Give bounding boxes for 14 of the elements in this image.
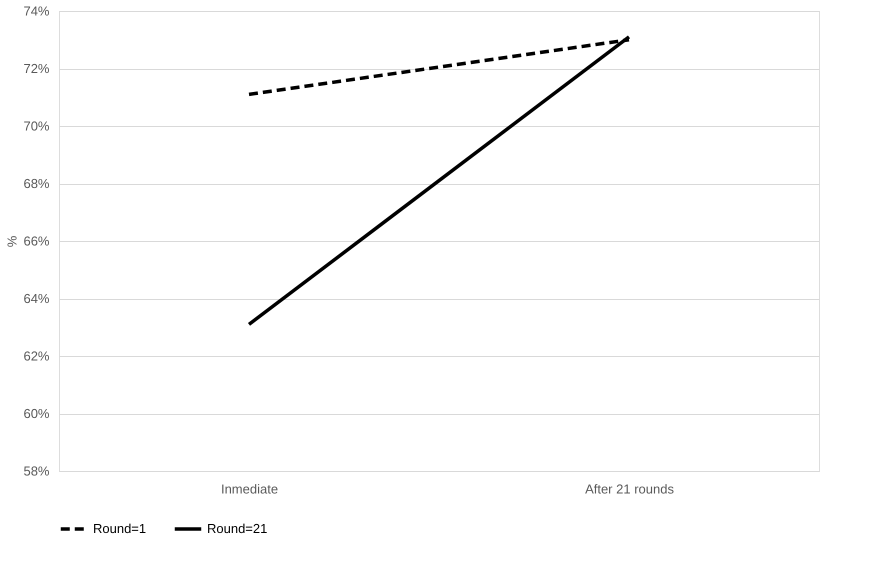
y-tick-label: 70% <box>23 118 50 134</box>
y-tick-label: 58% <box>23 464 50 478</box>
y-tick-label: 62% <box>23 348 50 364</box>
y-tick-label: 66% <box>23 234 50 248</box>
y-tick-label: 74% <box>23 4 50 18</box>
y-tick-label: 60% <box>23 406 50 421</box>
legend-label: Round=1 <box>93 521 146 536</box>
x-tick-label: Inmediate <box>220 482 278 496</box>
y-tick-label: 72% <box>23 61 50 76</box>
y-axis-title: % <box>4 235 20 248</box>
y-tick-label: 68% <box>23 176 50 191</box>
x-tick-label: After 21 rounds <box>585 482 674 496</box>
y-tick-label: 64% <box>23 291 50 306</box>
legend-label: Round=21 <box>207 521 268 536</box>
